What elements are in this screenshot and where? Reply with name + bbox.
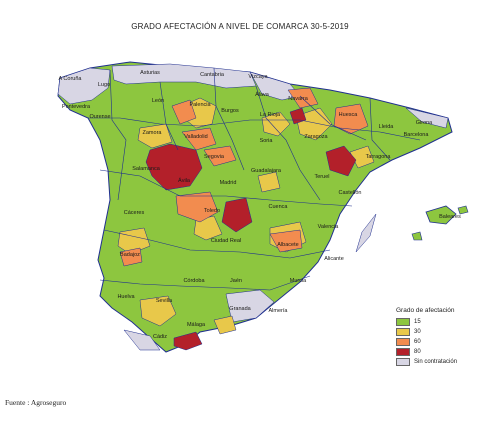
province-label-alava: Álava (255, 91, 270, 98)
legend-item-60: 60 (396, 337, 480, 347)
province-label-cuenca: Cuenca (269, 204, 289, 210)
legend-label-80: 80 (414, 349, 421, 355)
province-label-baleares: Baleares (439, 214, 461, 220)
legend-item-15: 15 (396, 317, 480, 327)
province-label-barcelona: Barcelona (404, 132, 430, 138)
zones-80 (145, 107, 357, 351)
province-label-segovia: Segovia (204, 154, 225, 160)
province-label-guadalajara: Guadalajara (251, 168, 282, 174)
legend-item-30: 30 (396, 327, 480, 337)
province-label-toledo: Toledo (204, 208, 220, 214)
province-label-cordoba: Córdoba (183, 278, 205, 284)
province-label-castellon: Castellón (339, 190, 362, 196)
province-label-huesca: Huesca (339, 112, 359, 118)
legend-label-60: 60 (414, 339, 421, 345)
baleares (411, 205, 469, 241)
province-label-alicante: Alicante (324, 256, 344, 262)
province-borders (88, 67, 421, 291)
province-label-lugo: Lugo (98, 82, 110, 88)
province-label-teruel: Teruel (315, 174, 330, 180)
legend-item-80: 80 (396, 347, 480, 357)
province-label-ourense: Ourense (89, 114, 110, 120)
legend-swatch-sin (396, 358, 410, 366)
spain-map: A Coruña Lugo Pontevedra Ourense Asturias Can… (57, 61, 469, 353)
province-label-lleida: Lleida (379, 124, 395, 130)
source-caption: Fuente : Agroseguro (5, 398, 67, 407)
province-label-zamora: Zamora (143, 130, 163, 136)
map-title: GRADO AFECTACIÓN A NIVEL DE COMARCA 30-5… (131, 22, 349, 31)
legend-swatch-30 (396, 328, 410, 336)
legend-swatch-60 (396, 338, 410, 346)
province-label-burgos: Burgos (221, 108, 239, 114)
legend-label-15: 15 (414, 319, 421, 325)
province-label-almeria: Almería (269, 308, 289, 314)
province-label-vizcaya: Vizcaya (248, 74, 268, 80)
legend-label-30: 30 (414, 329, 421, 335)
zones-sin (57, 63, 449, 351)
province-label-zaragoza: Zaragoza (304, 134, 328, 140)
province-label-tarragona: Tarragona (366, 154, 392, 160)
province-label-a-coruna: A Coruña (59, 76, 83, 82)
province-label-cadiz: Cádiz (153, 334, 167, 340)
province-label-sevilla: Sevilla (156, 298, 173, 304)
province-label-navarra: Navarra (288, 96, 309, 102)
province-label-girona: Girona (416, 120, 433, 126)
province-label-valladolid: Valladolid (184, 134, 207, 140)
province-label-albacete: Albacete (277, 242, 298, 248)
province-label-caceres: Cáceres (124, 210, 145, 216)
province-label-malaga: Málaga (187, 322, 206, 328)
legend-label-sin: Sin contratación (414, 359, 458, 365)
province-label-salamanca: Salamanca (132, 166, 160, 172)
province-label-granada: Granada (229, 306, 251, 312)
province-label-huelva: Huelva (117, 294, 135, 300)
province-label-la-rioja: La Rioja (260, 112, 281, 118)
province-labels: A Coruña Lugo Pontevedra Ourense Asturias Can… (59, 70, 462, 340)
province-label-soria: Soria (260, 138, 274, 144)
legend-swatch-15 (396, 318, 410, 326)
province-label-avila: Ávila (178, 177, 191, 184)
province-label-palencia: Palencia (189, 102, 211, 108)
province-label-badajoz: Badajoz (120, 252, 140, 258)
province-label-pontevedra: Pontevedra (62, 104, 91, 110)
province-label-asturias: Asturias (140, 70, 160, 76)
province-label-madrid: Madrid (220, 180, 237, 186)
zones-60 (119, 87, 369, 267)
province-label-cantabria: Cantabria (200, 72, 225, 78)
province-label-ciudad-real: Ciudad Real (211, 238, 241, 244)
legend-title: Grado de afectación (396, 307, 455, 314)
province-label-leon: León (152, 98, 164, 104)
map-legend: Grado de afectación 15 30 60 80 Sin cont… (396, 307, 480, 367)
legend-swatch-80 (396, 348, 410, 356)
legend-item-sin: Sin contratación (396, 357, 480, 367)
province-label-murcia: Murcia (290, 278, 307, 284)
province-label-valencia: Valencia (318, 224, 340, 230)
province-label-jaen: Jaén (230, 278, 242, 284)
